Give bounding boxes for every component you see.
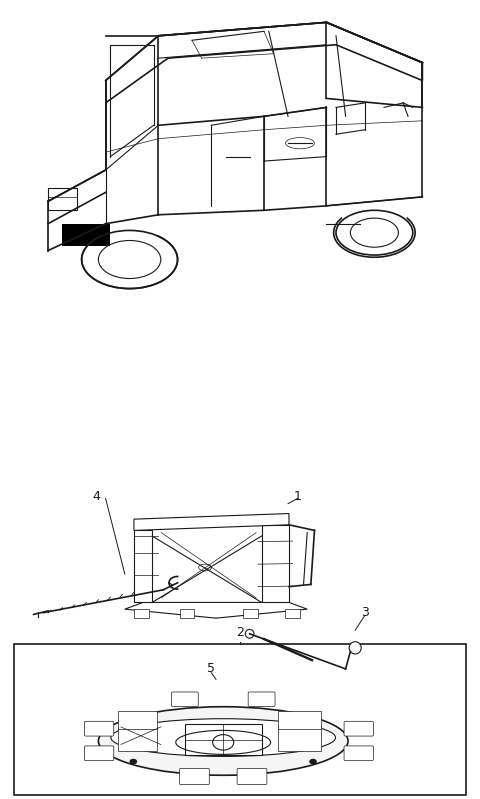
FancyBboxPatch shape	[180, 769, 209, 785]
Circle shape	[309, 759, 317, 765]
Text: 4: 4	[92, 490, 100, 503]
FancyBboxPatch shape	[185, 724, 262, 755]
Text: 3: 3	[361, 606, 369, 619]
FancyBboxPatch shape	[48, 188, 77, 210]
Text: 2: 2	[236, 626, 244, 639]
Circle shape	[130, 759, 137, 765]
FancyBboxPatch shape	[180, 609, 194, 618]
Circle shape	[213, 734, 234, 750]
Text: 1: 1	[294, 490, 301, 503]
Text: 5: 5	[207, 662, 215, 675]
Polygon shape	[134, 531, 152, 602]
FancyBboxPatch shape	[62, 224, 110, 246]
FancyBboxPatch shape	[344, 721, 373, 736]
Ellipse shape	[245, 630, 254, 638]
FancyBboxPatch shape	[237, 769, 267, 785]
Ellipse shape	[349, 642, 361, 654]
Polygon shape	[125, 602, 307, 618]
FancyBboxPatch shape	[278, 711, 321, 729]
FancyBboxPatch shape	[278, 725, 321, 751]
FancyBboxPatch shape	[84, 721, 114, 736]
Ellipse shape	[111, 719, 336, 757]
FancyBboxPatch shape	[248, 692, 275, 706]
Polygon shape	[134, 514, 289, 531]
FancyBboxPatch shape	[285, 609, 300, 618]
Polygon shape	[262, 525, 289, 602]
FancyBboxPatch shape	[243, 609, 258, 618]
FancyBboxPatch shape	[134, 609, 148, 618]
FancyBboxPatch shape	[344, 746, 373, 761]
FancyBboxPatch shape	[171, 692, 198, 706]
FancyBboxPatch shape	[119, 711, 157, 729]
Ellipse shape	[98, 706, 348, 775]
FancyBboxPatch shape	[119, 725, 157, 751]
FancyBboxPatch shape	[14, 644, 466, 796]
FancyBboxPatch shape	[84, 746, 114, 761]
